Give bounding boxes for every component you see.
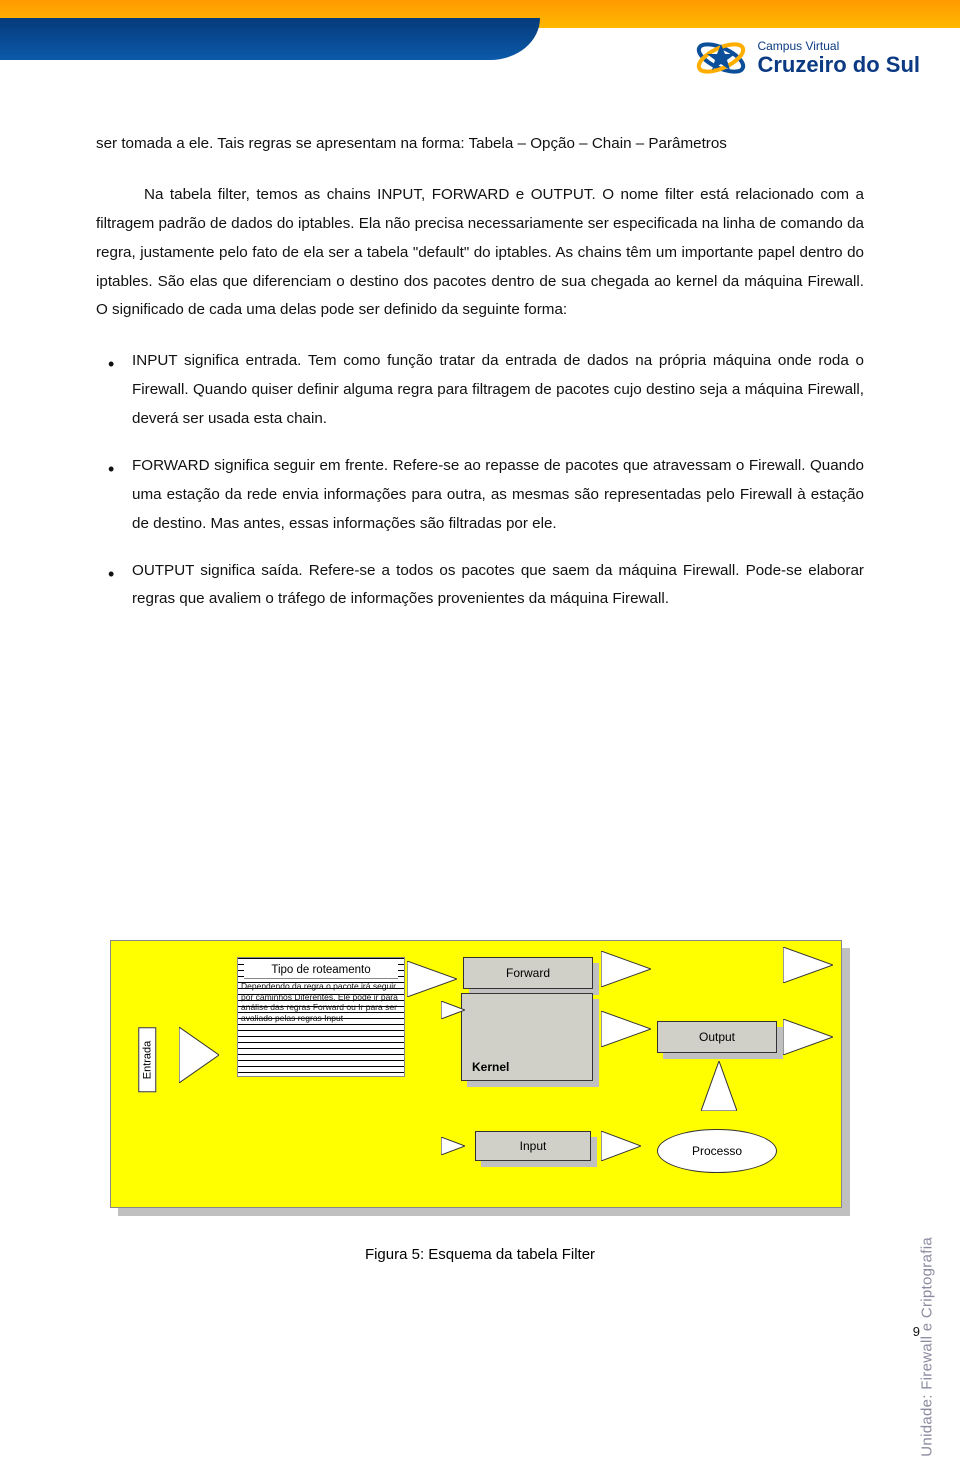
brand-logo: Campus Virtual Cruzeiro do Sul [693, 30, 920, 86]
arrow-exit-1 [783, 947, 833, 983]
brand-line2: Cruzeiro do Sul [757, 53, 920, 76]
paragraph-2: Na tabela filter, temos as chains INPUT,… [96, 181, 864, 325]
bullet-forward: FORWARD significa seguir em frente. Refe… [132, 452, 864, 539]
arrow-fw-out-1 [601, 951, 651, 987]
brand-line1: Campus Virtual [757, 40, 920, 53]
arrow-kernel-small [441, 1001, 465, 1019]
page-number: 9 [913, 1324, 920, 1339]
node-output: Output [657, 1021, 777, 1053]
arrow-to-forward [407, 961, 457, 997]
kernel-label: Kernel [472, 1060, 509, 1074]
arrow-proc-up [701, 1061, 737, 1111]
logo-star-icon [693, 30, 749, 86]
processo-label: Processo [692, 1144, 742, 1158]
arrow-in-proc [601, 1131, 641, 1161]
figure-5-diagram: Entrada Tipo de roteamento Dependendo da… [110, 940, 850, 1208]
node-processo: Processo [657, 1129, 777, 1173]
node-entrada: Entrada [138, 1028, 156, 1093]
node-input: Input [475, 1131, 591, 1161]
arrow-exit-2 [783, 1019, 833, 1055]
bullet-output: OUTPUT significa saída. Refere-se a todo… [132, 557, 864, 615]
figure-caption: Figura 5: Esquema da tabela Filter [0, 1246, 960, 1263]
bullet-input: INPUT significa entrada. Tem como função… [132, 347, 864, 434]
document-body: ser tomada a ele. Tais regras se apresen… [96, 130, 864, 632]
node-kernel: Kernel [461, 993, 593, 1081]
paragraph-1: ser tomada a ele. Tais regras se apresen… [96, 130, 864, 159]
arrow-to-input [441, 1137, 465, 1155]
routing-note: Dependendo da regra o pacote irá seguir … [241, 981, 401, 1024]
unit-side-label: Unidade: Firewall e Criptografia [919, 1237, 936, 1457]
node-forward: Forward [463, 957, 593, 989]
routing-title: Tipo de roteamento [244, 962, 398, 979]
header-curve [0, 18, 540, 60]
diagram-canvas: Entrada Tipo de roteamento Dependendo da… [110, 940, 842, 1208]
arrow-fw-out-2 [601, 1011, 651, 1047]
